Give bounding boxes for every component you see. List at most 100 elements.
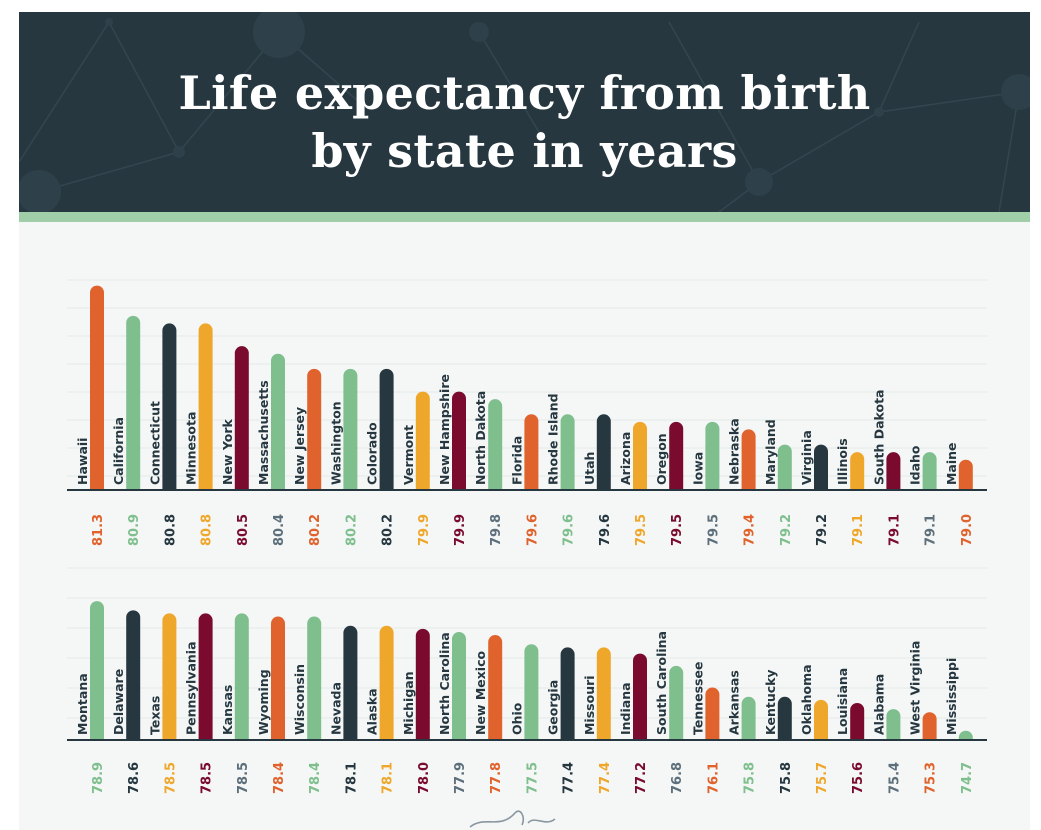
value-label: 75.8	[779, 762, 794, 794]
bar	[488, 399, 503, 490]
bar	[596, 414, 611, 490]
category-label: Louisiana	[835, 668, 850, 735]
header-banner: Life expectancy from birth by state in y…	[19, 12, 1030, 212]
bar	[488, 635, 503, 740]
bar	[415, 391, 430, 490]
bar	[886, 452, 901, 490]
bar	[452, 631, 466, 740]
category-label: North Carolina	[437, 632, 452, 735]
bar	[90, 285, 104, 490]
value-label: 80.8	[200, 514, 215, 546]
bar	[777, 696, 792, 740]
value-label: 79.8	[489, 514, 504, 546]
chart-2: Montana 78.9 Delaware 78.6 Texas 78.5 Pennsylv…	[67, 567, 987, 794]
value-label: 76.8	[670, 762, 685, 794]
bar	[452, 391, 466, 490]
value-label: 79.5	[670, 514, 685, 546]
category-label: New Jersey	[292, 407, 307, 485]
value-label: 76.1	[706, 762, 721, 794]
value-label: 77.5	[525, 762, 540, 794]
category-label: Vermont	[401, 425, 416, 485]
bar	[922, 712, 937, 740]
bar	[596, 647, 611, 740]
bar	[922, 452, 937, 490]
category-label: Rhode Island	[546, 393, 561, 485]
bar	[814, 444, 828, 490]
chart-1: Hawaii 81.3 California 80.9 Connecticut 80.8 M…	[67, 279, 987, 546]
category-label: Connecticut	[147, 401, 162, 485]
bar	[162, 613, 177, 740]
bar	[234, 346, 249, 490]
bar	[307, 368, 322, 490]
value-label: 79.2	[815, 514, 830, 546]
bar	[90, 601, 104, 740]
bar	[633, 421, 647, 490]
value-label: 77.4	[598, 762, 613, 794]
category-label: Arkansas	[727, 670, 742, 735]
category-label: Texas	[147, 696, 162, 735]
bar	[415, 628, 430, 740]
bar	[343, 368, 358, 490]
bar	[271, 616, 285, 740]
category-label: Wyoming	[256, 669, 271, 735]
value-label: 79.9	[417, 514, 432, 546]
bar	[560, 414, 575, 490]
value-label: 75.7	[815, 762, 830, 794]
category-label: Arizona	[618, 432, 633, 485]
bar	[705, 687, 720, 740]
category-label: Iowa	[690, 452, 705, 485]
category-label: North Dakota	[473, 391, 488, 485]
value-label: 80.2	[381, 514, 396, 546]
value-label: 77.8	[489, 762, 504, 794]
category-label: Washington	[328, 401, 343, 485]
bar	[271, 353, 285, 490]
value-label: 75.8	[743, 762, 758, 794]
category-label: West Virginia	[908, 641, 923, 735]
value-label: 78.6	[127, 762, 142, 794]
category-label: Nevada	[328, 682, 343, 735]
category-label: Montana	[75, 673, 90, 735]
category-label: Florida	[509, 436, 524, 485]
category-label: Mississippi	[944, 658, 959, 735]
bar	[669, 421, 684, 490]
chart-title: Life expectancy from birth by state in y…	[19, 64, 1030, 180]
category-label: New Mexico	[473, 650, 488, 735]
value-label: 75.6	[851, 762, 866, 794]
category-label: Utah	[582, 452, 597, 485]
value-label: 78.1	[344, 762, 359, 794]
category-label: Minnesota	[184, 412, 199, 485]
category-label: Wisconsin	[292, 664, 307, 735]
value-label: 80.2	[308, 514, 323, 546]
category-label: Kansas	[220, 685, 235, 735]
category-label: New York	[220, 419, 235, 485]
bar	[126, 315, 141, 490]
value-label: 77.4	[562, 762, 577, 794]
title-line-2: by state in years	[311, 124, 738, 178]
title-line-1: Life expectancy from birth	[178, 66, 871, 120]
category-label: South Dakota	[871, 389, 886, 485]
bar	[379, 625, 394, 740]
value-label: 79.5	[634, 514, 649, 546]
category-label: South Carolina	[654, 631, 669, 735]
value-label: 78.4	[272, 762, 287, 794]
value-label: 77.2	[634, 762, 649, 794]
bar	[379, 368, 394, 490]
category-label: Alabama	[871, 674, 886, 735]
category-label: Oregon	[654, 433, 669, 485]
bar	[633, 653, 647, 740]
value-label: 79.2	[779, 514, 794, 546]
value-label: 78.5	[236, 762, 251, 794]
bar-charts: Hawaii 81.3 California 80.9 Connecticut 80.8 M…	[67, 279, 987, 794]
value-label: 79.4	[743, 514, 758, 546]
bar	[343, 625, 358, 740]
value-label: 79.6	[598, 514, 613, 546]
bar	[958, 459, 973, 490]
category-label: California	[111, 417, 126, 485]
bar	[524, 644, 539, 740]
bar	[198, 323, 213, 490]
bar	[850, 452, 865, 490]
category-label: Michigan	[401, 671, 416, 735]
value-label: 75.3	[924, 762, 939, 794]
value-label: 75.4	[887, 762, 902, 794]
value-label: 78.5	[200, 762, 215, 794]
